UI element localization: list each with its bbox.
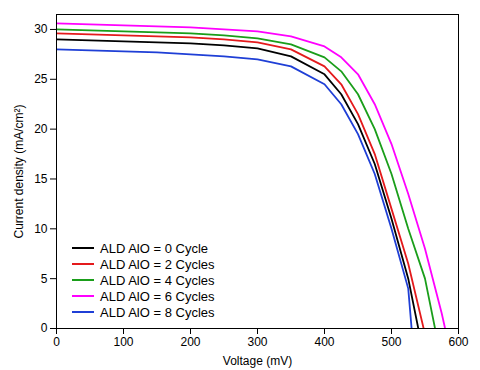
svg-text:200: 200 bbox=[180, 335, 200, 349]
svg-text:0: 0 bbox=[53, 335, 60, 349]
html-text:ALD AlO = 4 Cycles: ALD AlO = 4 Cycles bbox=[100, 272, 215, 288]
html-text:ALD AlO = 6 Cycles: ALD AlO = 6 Cycles bbox=[100, 288, 215, 304]
svg-text:600: 600 bbox=[448, 335, 468, 349]
svg-text:5: 5 bbox=[41, 271, 48, 285]
svg-text:30: 30 bbox=[34, 22, 48, 36]
html-text:ALD AlO = 8 Cycles: ALD AlO = 8 Cycles bbox=[100, 304, 215, 320]
svg-text:100: 100 bbox=[113, 335, 133, 349]
svg-text:10: 10 bbox=[34, 222, 48, 236]
svg-text:25: 25 bbox=[34, 72, 48, 86]
svg-text:20: 20 bbox=[34, 122, 48, 136]
svg-text:Current density (mA/cm²): Current density (mA/cm²) bbox=[12, 104, 26, 238]
svg-text:400: 400 bbox=[314, 335, 334, 349]
svg-text:15: 15 bbox=[34, 172, 48, 186]
html-text:ALD AlO = 2 Cycles: ALD AlO = 2 Cycles bbox=[100, 256, 215, 272]
svg-text:300: 300 bbox=[247, 335, 267, 349]
html-text:ALD AlO = 0 Cycle: ALD AlO = 0 Cycle bbox=[100, 240, 208, 256]
svg-text:500: 500 bbox=[381, 335, 401, 349]
svg-text:0: 0 bbox=[41, 321, 48, 335]
svg-text:Voltage (mV): Voltage (mV) bbox=[223, 354, 292, 368]
